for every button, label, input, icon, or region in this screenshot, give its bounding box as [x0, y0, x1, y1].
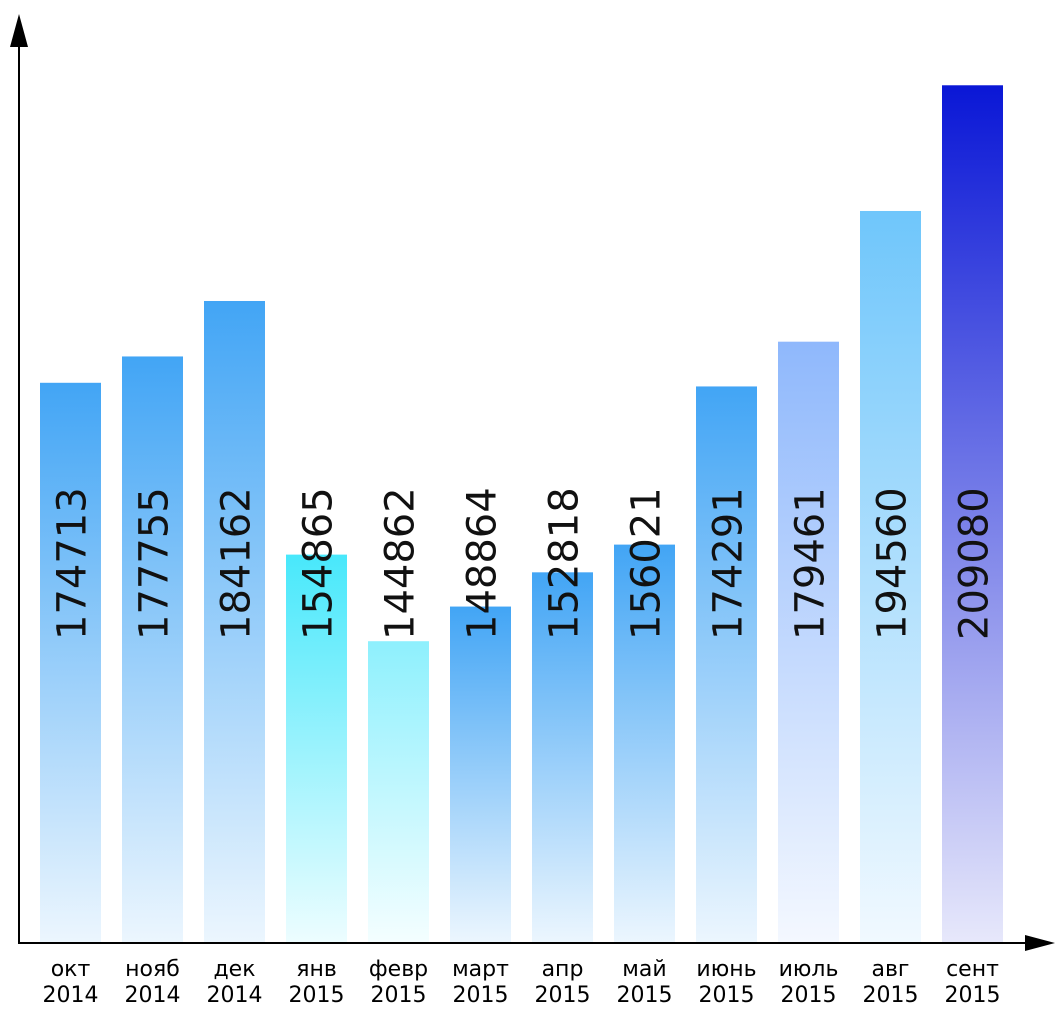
bar-value-label: 179461	[788, 487, 834, 640]
x-tick-year-label: 2015	[289, 983, 345, 1008]
x-tick-year-label: 2015	[945, 983, 1001, 1008]
x-tick-month-label: апр	[542, 957, 584, 982]
x-tick-month-label: май	[622, 957, 666, 982]
x-tick-year-label: 2014	[125, 983, 181, 1008]
x-tick-labels-layer: окт2014нояб2014дек2014янв2015февр2015мар…	[43, 957, 1001, 1008]
bar-value-label: 194560	[870, 487, 916, 640]
bar-value-label: 144862	[378, 487, 424, 640]
bar-1	[40, 382, 101, 943]
x-tick-month-label: сент	[946, 957, 999, 982]
bars-layer	[40, 85, 1003, 944]
bar-11	[860, 210, 921, 943]
bar-7	[532, 572, 593, 943]
bar-value-label: 184162	[214, 487, 260, 640]
x-tick-month-label: янв	[296, 957, 337, 982]
x-tick-month-label: нояб	[125, 957, 180, 982]
x-tick-month-label: февр	[369, 957, 428, 982]
x-tick-year-label: 2015	[371, 983, 427, 1008]
value-labels-layer: 174713 177755 184162 154865 144862 148864 1528…	[50, 487, 998, 640]
bar-12	[942, 85, 1003, 944]
y-axis-arrow	[10, 14, 28, 47]
bar-9	[696, 386, 757, 943]
x-tick-year-label: 2014	[207, 983, 263, 1008]
bar-2	[122, 356, 183, 944]
bar-4	[286, 554, 347, 943]
x-tick-month-label: окт	[51, 957, 91, 982]
x-tick-year-label: 2015	[781, 983, 837, 1008]
bar-value-label: 156021	[624, 487, 670, 640]
bar-value-label: 154865	[296, 487, 342, 640]
bar-8	[614, 544, 675, 943]
bar-3	[204, 300, 265, 943]
bar-10	[778, 341, 839, 943]
x-axis-arrow	[1025, 935, 1055, 951]
x-tick-month-label: март	[452, 957, 509, 982]
x-tick-month-label: июль	[779, 957, 839, 982]
x-tick-year-label: 2015	[699, 983, 755, 1008]
bar-value-label: 209080	[952, 487, 998, 640]
x-tick-month-label: июнь	[696, 957, 756, 982]
bar-value-label: 174291	[706, 487, 752, 640]
x-tick-month-label: авг	[871, 957, 909, 982]
axes-layer	[10, 14, 1055, 951]
x-tick-year-label: 2014	[43, 983, 99, 1008]
bar-value-label: 152818	[542, 487, 588, 640]
bar-value-label: 148864	[460, 487, 506, 640]
bar-5	[368, 641, 429, 943]
bar-value-label: 177755	[132, 487, 178, 640]
x-tick-month-label: дек	[213, 957, 255, 982]
x-tick-year-label: 2015	[535, 983, 591, 1008]
x-tick-year-label: 2015	[863, 983, 919, 1008]
bar-value-label: 174713	[50, 487, 96, 640]
bar-6	[450, 606, 511, 943]
x-tick-year-label: 2015	[617, 983, 673, 1008]
x-tick-year-label: 2015	[453, 983, 509, 1008]
